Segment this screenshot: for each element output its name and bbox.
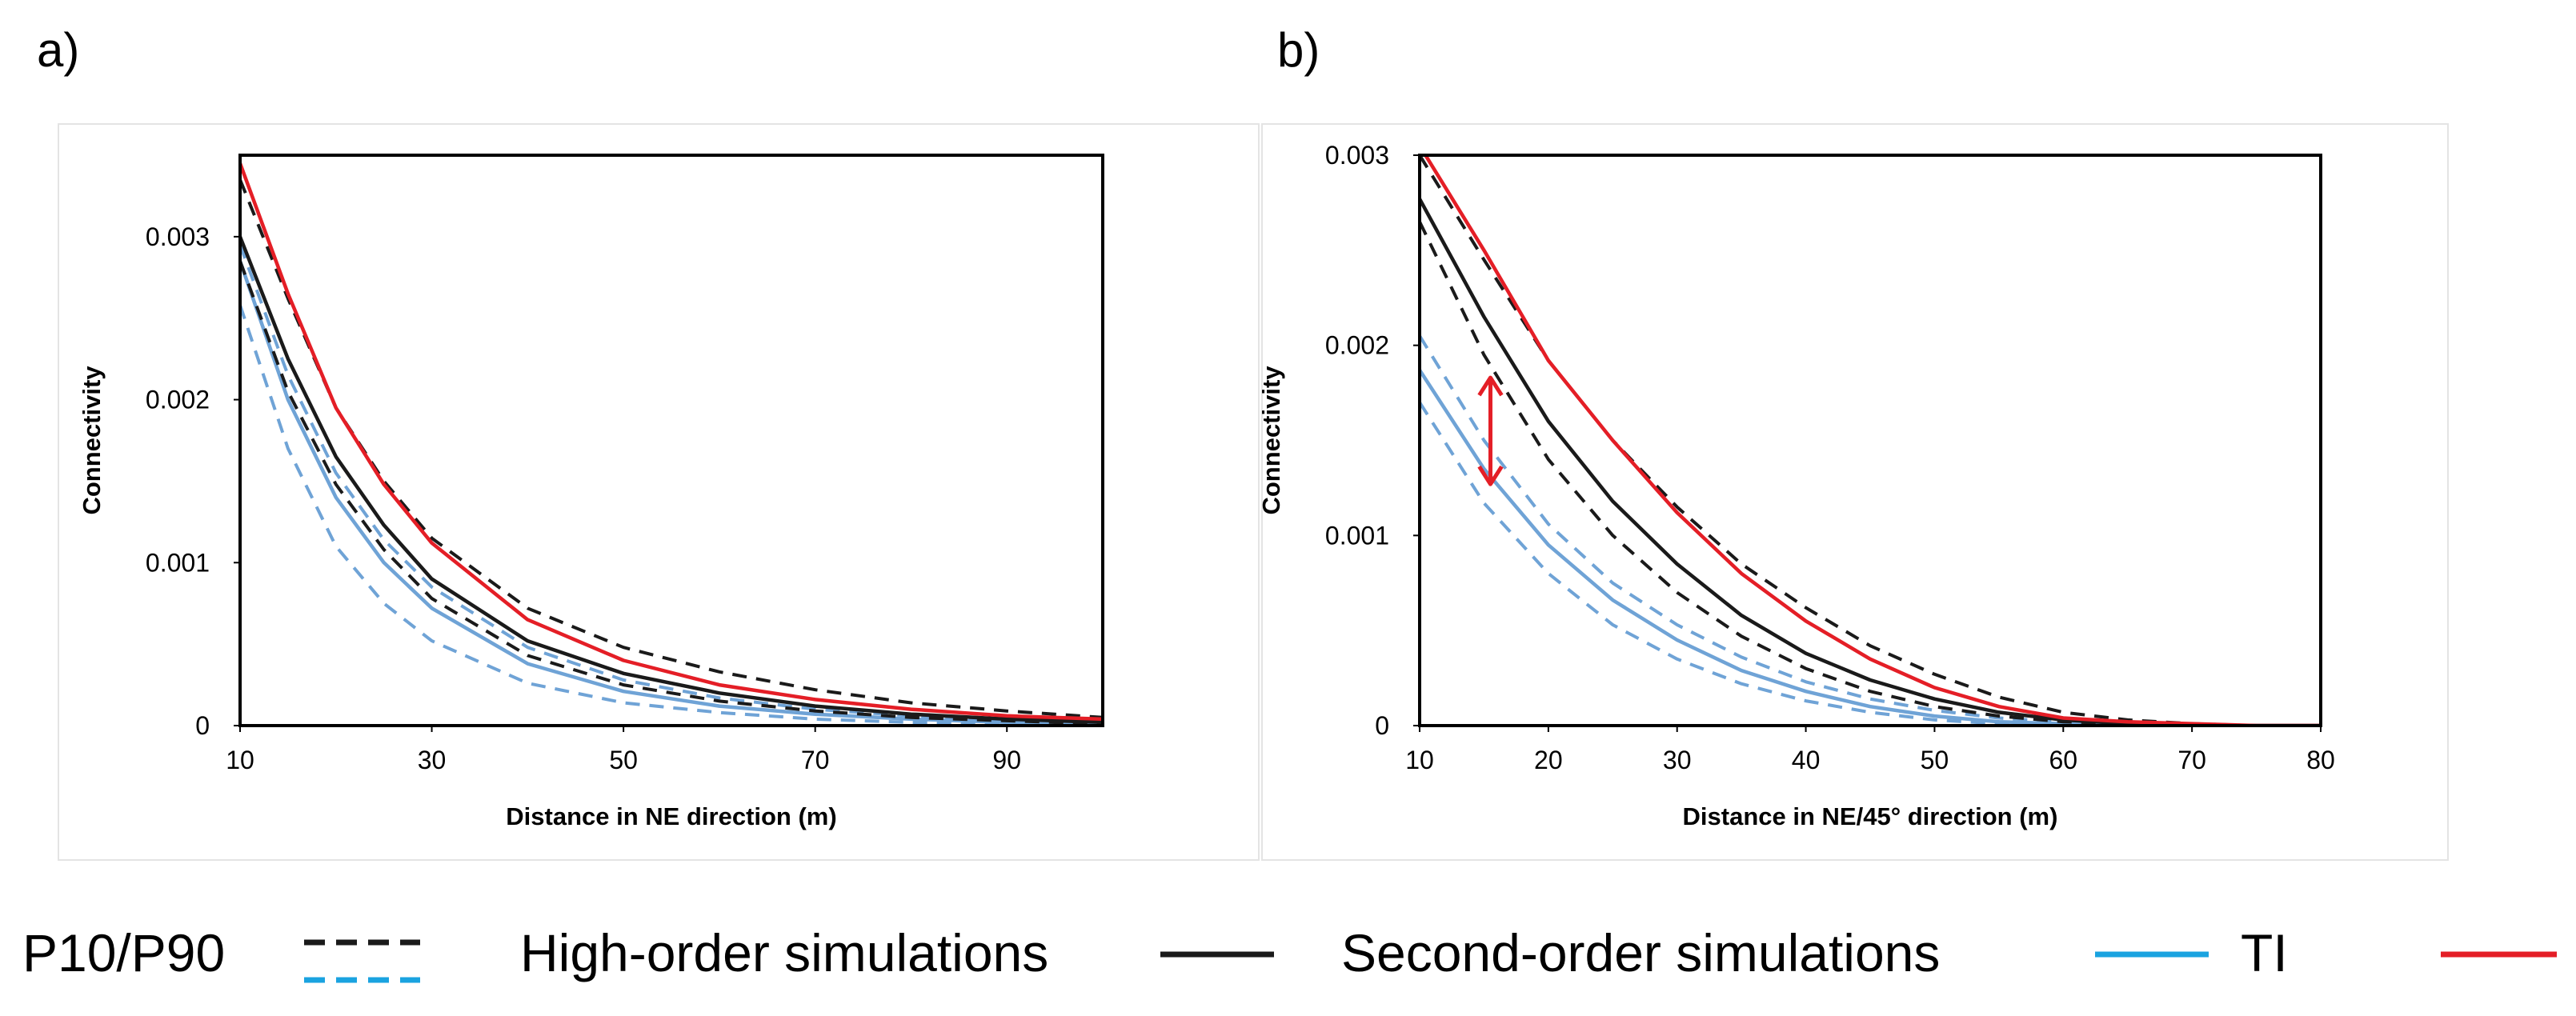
series-line-high-order-p10 <box>240 260 1103 726</box>
x-tick-label: 80 <box>2306 746 2335 774</box>
y-tick-label: 0.003 <box>146 222 210 251</box>
chart-panel-a: 10 30 50 70 90 0 0.001 0.002 0.003 Distance in NE… <box>78 154 1104 830</box>
y-tick-label: 0.003 <box>1325 141 1389 170</box>
legend-ti-label: TI <box>2241 923 2288 982</box>
x-tick-label: 40 <box>1792 746 1821 774</box>
y-tick-label: 0 <box>195 711 210 740</box>
y-tick-label: 0.001 <box>146 548 210 577</box>
panel-b-frame <box>1261 123 2449 861</box>
chart-panel-b: 10 20 30 40 50 60 70 80 0 0.001 0.002 0.003 Distance… <box>1257 141 2335 830</box>
plot-area-border <box>238 154 1104 727</box>
series-line-second-order-p90 <box>1420 334 2321 726</box>
x-tick-label: 30 <box>418 746 447 774</box>
legend-glyphs <box>304 939 2557 983</box>
panel-b-label: b) <box>1277 23 1320 77</box>
series-line-high-order-p90 <box>240 178 1103 719</box>
series-line-second-order-p10 <box>1420 401 2321 726</box>
y-tick-label: 0.002 <box>1325 331 1389 360</box>
series-line-second-order-simulations <box>1420 368 2321 726</box>
x-tick-label: 70 <box>2177 746 2206 774</box>
series-line-second-order-p90 <box>240 244 1103 724</box>
legend-high-order-label: High-order simulations <box>520 923 1049 982</box>
y-axis-label: Connectivity <box>1257 366 1285 515</box>
series-line-high-order-p10 <box>1420 221 2321 726</box>
x-axis-label: Distance in NE/45° direction (m) <box>1683 802 2058 830</box>
series-line-ti <box>240 161 1103 722</box>
y-tick-label: 0.002 <box>146 386 210 414</box>
legend-second-order-label: Second-order simulations <box>1341 923 1941 982</box>
x-tick-label: 50 <box>609 746 638 774</box>
series-line-second-order-simulations <box>240 259 1103 726</box>
series-line-high-order-p90 <box>1420 155 2321 726</box>
panel-a-label: a) <box>37 23 80 77</box>
series-line-ti <box>1423 155 2321 726</box>
y-tick-label: 0.001 <box>1325 521 1389 550</box>
x-tick-label: 60 <box>2049 746 2077 774</box>
series-line-second-order-p10 <box>240 304 1103 726</box>
x-tick-label: 10 <box>226 746 254 774</box>
x-tick-label: 10 <box>1405 746 1434 774</box>
legend-p10-p90-label: P10/P90 <box>22 923 226 982</box>
x-tick-label: 90 <box>992 746 1021 774</box>
annotation-arrow-head-bottom <box>1477 465 1504 486</box>
x-tick-label: 30 <box>1663 746 1692 774</box>
plot-area-border <box>1418 154 2322 727</box>
y-tick-label: 0 <box>1375 711 1389 740</box>
x-axis-label: Distance in NE direction (m) <box>506 802 836 830</box>
x-tick-label: 50 <box>1921 746 1949 774</box>
panel-a-frame <box>58 123 1260 861</box>
x-tick-label: 20 <box>1534 746 1563 774</box>
series-line-high-order-simulations <box>240 234 1103 725</box>
y-axis-label: Connectivity <box>78 366 106 515</box>
x-tick-label: 70 <box>801 746 830 774</box>
annotation-arrow-head-top <box>1477 375 1504 397</box>
